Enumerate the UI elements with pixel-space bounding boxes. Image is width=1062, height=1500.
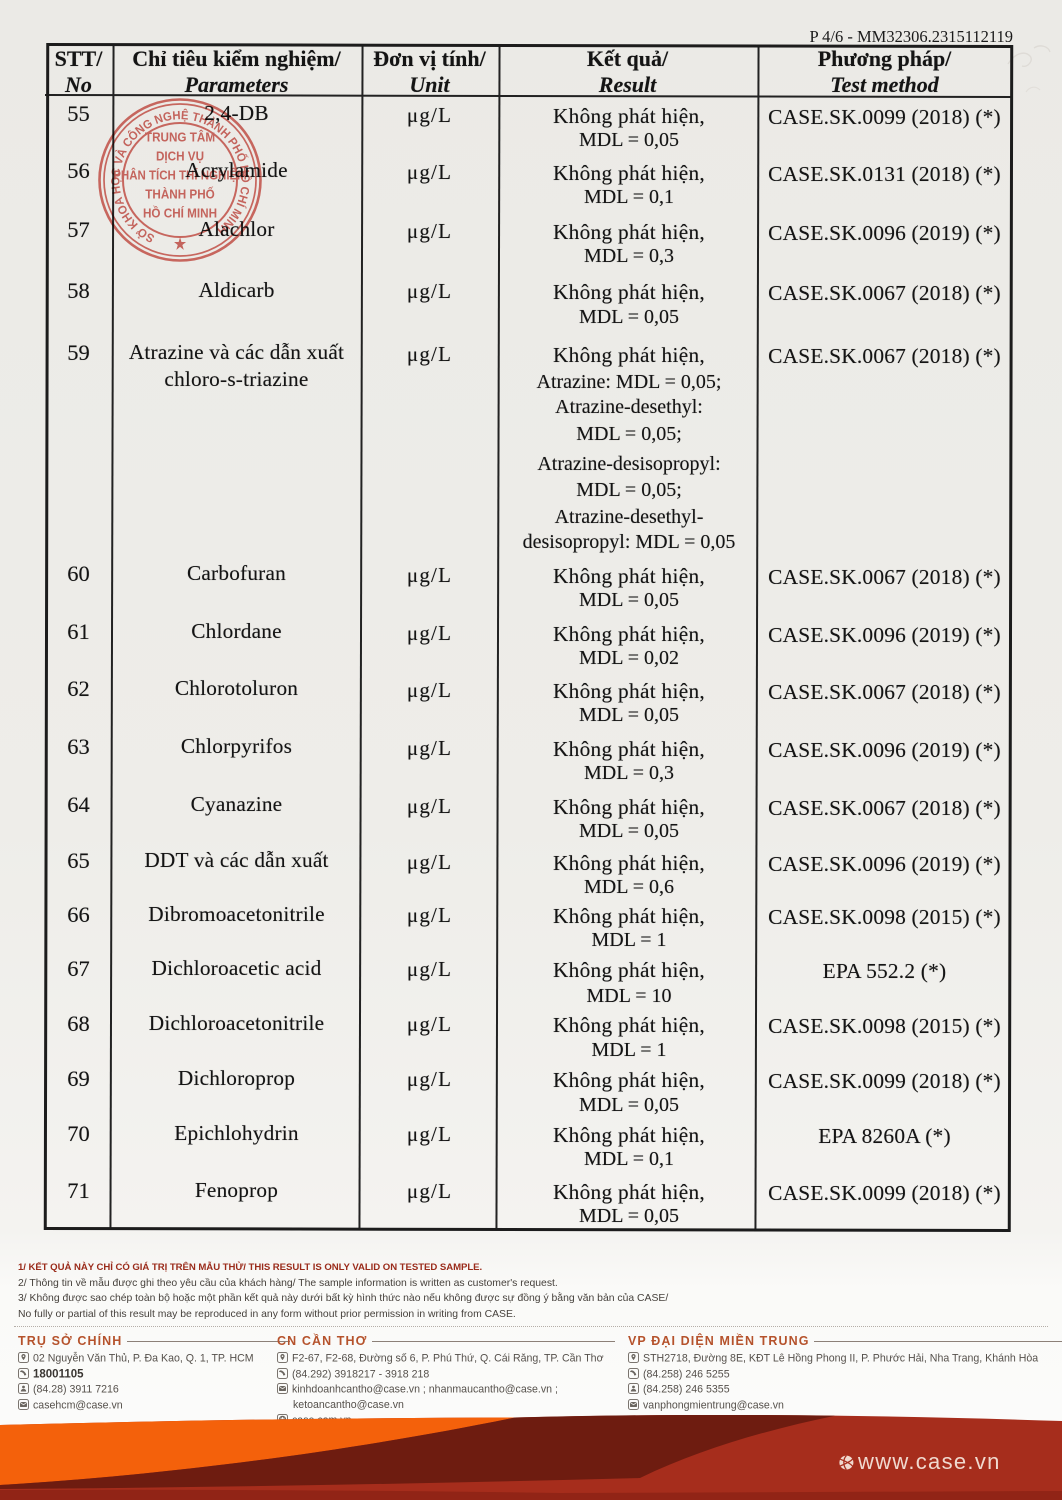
svg-text:THÀNH PHỐ: THÀNH PHỐ (145, 186, 215, 202)
svg-text:HỒ CHÍ MINH: HỒ CHÍ MINH (143, 205, 217, 221)
svg-text:www.case.vn: www.case.vn (857, 1449, 1001, 1474)
svg-text:★: ★ (174, 236, 186, 253)
svg-text:DỊCH VỤ: DỊCH VỤ (156, 149, 204, 164)
svg-text:PHÂN TÍCH THÍ NGHIỆM: PHÂN TÍCH THÍ NGHIỆM (113, 167, 247, 183)
svg-text:TRUNG TÂM: TRUNG TÂM (145, 129, 215, 145)
